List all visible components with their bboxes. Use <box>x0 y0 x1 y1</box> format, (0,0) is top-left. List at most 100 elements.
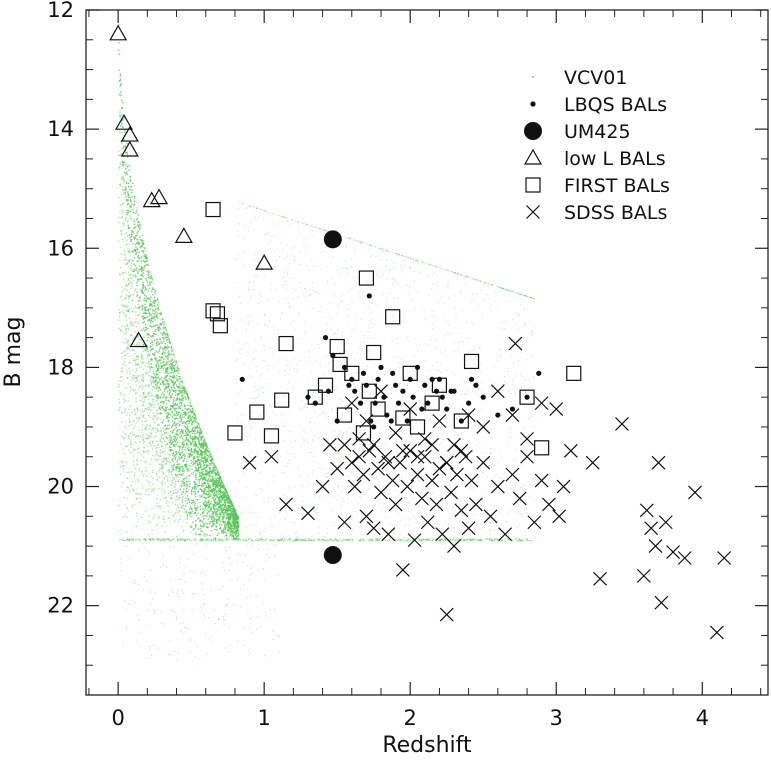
vcv01-point <box>118 530 120 532</box>
vcv01-point <box>148 384 150 386</box>
vcv01-point <box>452 371 454 373</box>
vcv01-point <box>133 360 135 362</box>
vcv01-point <box>189 399 191 401</box>
vcv01-point <box>152 386 155 388</box>
vcv01-point <box>121 462 123 464</box>
vcv01-point <box>139 236 141 238</box>
vcv01-point <box>488 283 490 285</box>
vcv01-point <box>124 251 126 254</box>
vcv01-point <box>194 520 197 522</box>
vcv01-point <box>432 492 434 494</box>
vcv01-point <box>122 189 125 192</box>
vcv01-point <box>118 150 120 152</box>
vcv01-point <box>250 205 252 207</box>
vcv01-point <box>118 53 120 56</box>
vcv01-point <box>163 321 165 323</box>
vcv01-point <box>127 310 129 312</box>
vcv01-point <box>155 439 157 442</box>
vcv01-point <box>127 191 129 193</box>
vcv01-point <box>203 501 205 504</box>
vcv01-point <box>167 411 169 414</box>
vcv01-point <box>183 422 185 424</box>
vcv01-point <box>234 512 237 514</box>
vcv01-point <box>141 304 143 307</box>
vcv01-point <box>309 289 311 291</box>
vcv01-point <box>118 69 120 71</box>
vcv01-point <box>137 451 139 453</box>
vcv01-point <box>119 75 122 77</box>
vcv01-point <box>180 456 182 458</box>
vcv01-point <box>179 408 181 410</box>
vcv01-point <box>124 399 127 402</box>
vcv01-point <box>154 354 156 356</box>
vcv01-point <box>133 270 135 272</box>
vcv01-point <box>154 300 157 302</box>
vcv01-point <box>141 250 143 252</box>
vcv01-point <box>147 385 150 387</box>
vcv01-point <box>171 482 173 485</box>
vcv01-point <box>423 359 425 362</box>
vcv01-point <box>194 433 196 435</box>
vcv01-point <box>128 226 130 229</box>
vcv01-point <box>189 508 191 510</box>
vcv01-point <box>231 525 233 527</box>
vcv01-point <box>189 513 191 516</box>
vcv01-point <box>309 421 311 423</box>
vcv01-point <box>214 469 217 471</box>
vcv01-point <box>202 478 204 480</box>
vcv01-point <box>215 525 217 527</box>
vcv01-point <box>227 517 229 519</box>
vcv01-point <box>206 504 208 506</box>
vcv01-point <box>186 448 188 450</box>
vcv01-point <box>193 491 195 493</box>
vcv01-point <box>140 358 143 360</box>
vcv01-point <box>174 402 176 404</box>
vcv01-point <box>215 515 217 517</box>
vcv01-point <box>146 281 149 283</box>
vcv01-point <box>224 501 226 503</box>
vcv01-point <box>290 247 292 249</box>
vcv01-point <box>233 520 235 523</box>
vcv01-point <box>122 312 124 314</box>
vcv01-point <box>123 398 125 400</box>
vcv01-point <box>180 405 182 407</box>
vcv01-point <box>172 479 174 481</box>
vcv01-point <box>163 332 166 335</box>
vcv01-point <box>190 490 193 493</box>
vcv01-point <box>162 348 164 350</box>
vcv01-point <box>180 390 183 392</box>
vcv01-point <box>244 463 246 465</box>
vcv01-point <box>195 418 197 420</box>
vcv01-point <box>334 389 336 391</box>
vcv01-point <box>171 501 174 504</box>
vcv01-point <box>141 291 143 293</box>
vcv01-point <box>198 471 201 474</box>
vcv01-point <box>214 487 217 489</box>
vcv01-point <box>140 414 142 416</box>
vcv01-point <box>172 460 174 462</box>
vcv01-point <box>144 410 146 412</box>
vcv01-point <box>225 523 228 525</box>
vcv01-point <box>204 500 207 502</box>
vcv01-point <box>176 535 178 538</box>
vcv01-point <box>153 288 155 291</box>
vcv01-point <box>143 361 145 363</box>
vcv01-point <box>167 371 169 373</box>
vcv01-point <box>350 265 352 268</box>
vcv01-point <box>210 453 212 455</box>
vcv01-point <box>166 406 168 409</box>
vcv01-point <box>134 200 136 202</box>
vcv01-point <box>151 359 153 361</box>
vcv01-point <box>179 421 181 423</box>
vcv01-point <box>148 366 150 368</box>
vcv01-point <box>175 433 177 435</box>
vcv01-point <box>227 516 230 518</box>
vcv01-point <box>121 210 123 212</box>
vcv01-point <box>273 515 275 518</box>
vcv01-point <box>213 523 215 525</box>
vcv01-point <box>251 427 253 429</box>
vcv01-point <box>148 298 150 300</box>
vcv01-point <box>159 360 161 362</box>
vcv01-point <box>297 221 299 223</box>
vcv01-point <box>253 358 255 360</box>
